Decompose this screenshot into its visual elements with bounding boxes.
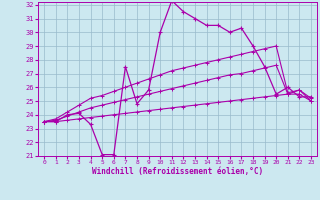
- X-axis label: Windchill (Refroidissement éolien,°C): Windchill (Refroidissement éolien,°C): [92, 167, 263, 176]
